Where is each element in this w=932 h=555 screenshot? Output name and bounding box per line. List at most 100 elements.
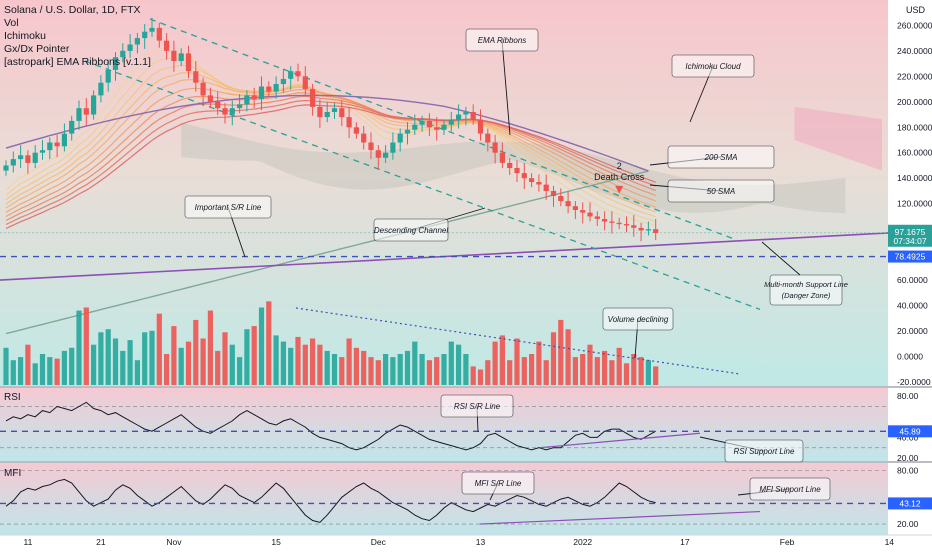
volume-bar — [134, 360, 140, 385]
candle-body — [587, 212, 593, 217]
annotation-ema-ribbons[interactable]: EMA Ribbons — [465, 28, 539, 136]
volume-bar — [580, 354, 586, 385]
rsi-value-badge[interactable] — [888, 425, 932, 438]
candle-body — [580, 210, 586, 213]
candle-body — [390, 142, 396, 153]
volume-bar — [492, 341, 498, 385]
candle-body — [368, 142, 374, 151]
candle-body — [645, 229, 651, 231]
annotation-volume-declining[interactable]: Volume declining — [602, 307, 674, 359]
volume-bar — [507, 360, 513, 385]
annotation-rsi-sr-line[interactable]: RSI S/R Line — [440, 394, 514, 433]
rsi-axis-tick-label: 40.00 — [897, 432, 919, 442]
chart-legend: Solana / U.S. Dollar, 1D, FTX Vol Ichimo… — [4, 4, 151, 69]
volume-bar — [149, 330, 155, 386]
mfi-support-line — [479, 510, 761, 525]
volume-bar — [171, 326, 177, 385]
death-cross-arrow-icon — [615, 185, 624, 194]
rsi-axis-tick-label: 20.00 — [897, 453, 919, 463]
candle-body — [353, 127, 359, 134]
time-axis-tick-label: 11 — [23, 537, 32, 547]
volume-bar — [419, 354, 425, 385]
candle-body — [404, 129, 411, 134]
volume-bar — [521, 357, 527, 385]
candle-body — [3, 165, 9, 171]
candle-body — [288, 71, 294, 79]
candle-body — [653, 229, 659, 233]
volume-bar — [39, 354, 46, 385]
annotation-sma-50[interactable]: 50 SMA — [649, 179, 775, 203]
time-axis-tick-label: 13 — [476, 537, 486, 547]
volume-bar — [207, 310, 213, 385]
candle-body — [120, 50, 126, 58]
annotation-descending-channel[interactable]: Descending Channel — [373, 207, 486, 242]
legend-indicator-ichimoku[interactable]: Ichimoku — [4, 30, 47, 42]
volume-bar — [54, 358, 60, 385]
volume-bar — [426, 360, 432, 385]
rsi-value: 45.89 — [899, 426, 921, 436]
candle-body — [134, 38, 140, 45]
last-price-countdown: 07:34:07 — [893, 236, 926, 246]
ema-ribbon-line — [5, 104, 656, 230]
candle-body — [631, 225, 637, 228]
candle-body — [412, 124, 418, 130]
annotation-sma-200[interactable]: 200 SMA — [649, 145, 775, 169]
candle-body — [105, 69, 111, 83]
legend-symbol[interactable]: Solana / U.S. Dollar, 1D, FTX — [4, 4, 141, 16]
volume-bar — [609, 360, 615, 385]
candle-body — [258, 86, 265, 100]
annotation-sma-50-box — [667, 179, 775, 203]
volume-bar — [10, 360, 16, 385]
annotation-ichimoku-cloud-text: Ichimoku Cloud — [685, 62, 741, 71]
volume-bar — [47, 357, 53, 385]
candle-body — [616, 222, 622, 225]
volume-bar — [185, 341, 192, 385]
volume-bar — [295, 336, 301, 385]
volume-bar — [251, 326, 257, 385]
volume-bar — [631, 354, 637, 385]
candle-body — [339, 108, 345, 118]
volume-bar — [244, 329, 250, 385]
candle-body — [251, 95, 257, 100]
mfi-pane-label: MFI — [4, 468, 22, 479]
legend-indicator-ema-ribbons[interactable]: [astropark] EMA Ribbons [v.1.1] — [4, 56, 151, 68]
annotation-mfi-support-line[interactable]: MFI Support Line — [737, 477, 831, 501]
candle-body — [273, 84, 279, 92]
candle-body — [529, 178, 535, 182]
last-price-badge[interactable] — [888, 224, 932, 247]
annotation-ichimoku-cloud[interactable]: Ichimoku Cloud — [671, 54, 755, 123]
annotation-important-sr-line[interactable]: Important S/R Line — [184, 195, 272, 258]
volume-bar — [456, 344, 462, 385]
volume-bar — [105, 329, 111, 385]
annotation-ema-ribbons-text: EMA Ribbons — [478, 36, 527, 45]
volume-bar — [3, 347, 9, 385]
annotation-rsi-support-line[interactable]: RSI Support Line — [699, 436, 804, 463]
annotation-mfi-sr-line[interactable]: MFI S/R Line — [461, 471, 535, 501]
annotation-multi-month-support[interactable]: Multi-month Support Line (Danger Zone) — [761, 241, 848, 306]
candle-body — [507, 162, 513, 168]
candle-body — [419, 120, 425, 125]
volume-bar — [280, 341, 286, 385]
candle-body — [61, 133, 67, 147]
candle-body — [54, 142, 60, 147]
death-cross-label: Death Cross — [594, 172, 645, 182]
candle-body — [609, 221, 615, 223]
sr-level-badge[interactable] — [888, 250, 932, 263]
ema-ribbon-line — [5, 99, 656, 226]
legend-indicator-gxdx[interactable]: Gx/Dx Pointer — [4, 43, 70, 55]
volume-bar — [222, 332, 228, 385]
time-axis-tick-label: Feb — [780, 537, 795, 547]
price-axis-tick-label: 40.0000 — [897, 301, 928, 311]
legend-indicator-vol[interactable]: Vol — [4, 17, 19, 29]
annotation-ema-ribbons-pointer — [501, 39, 511, 136]
candle-body — [602, 219, 608, 222]
volume-bar — [390, 357, 396, 385]
time-axis-tick-label: 21 — [96, 537, 106, 547]
annotation-sma-200-text: 200 SMA — [704, 153, 738, 162]
descending-channel-lower — [84, 60, 761, 311]
volume-bar — [529, 354, 535, 385]
mfi-value-badge[interactable] — [888, 497, 932, 510]
candle-body — [215, 101, 221, 109]
price-axis-tick-label: 240.0000 — [897, 46, 932, 56]
